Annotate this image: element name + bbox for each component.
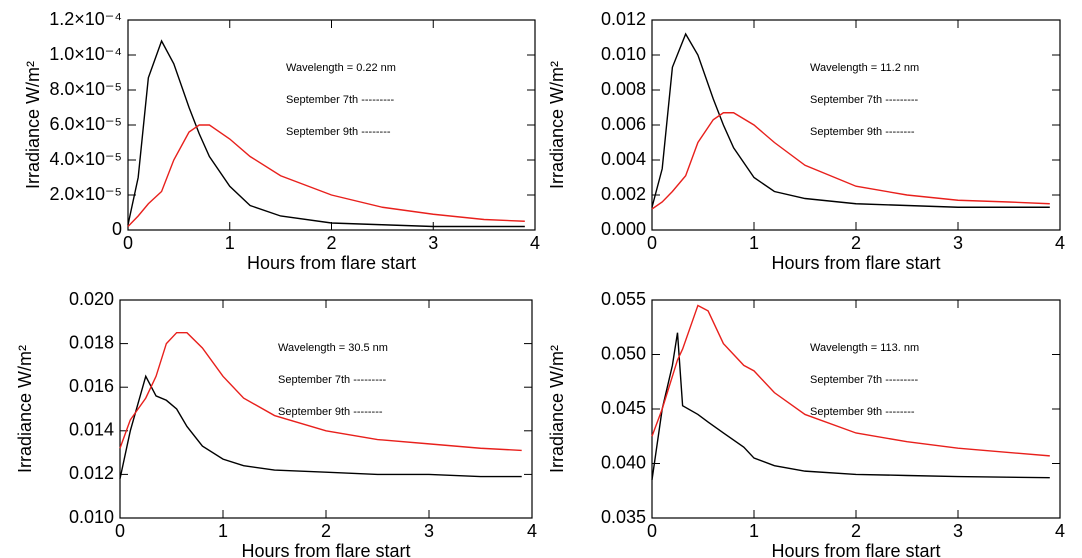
y-tick-label: 6.0×10⁻⁵ xyxy=(49,114,122,134)
y-axis-label: Irradiance W/m² xyxy=(547,345,567,473)
x-tick-label: 4 xyxy=(1055,521,1065,541)
series-line xyxy=(127,39,525,228)
x-tick-label: 2 xyxy=(851,233,861,253)
x-tick-label: 2 xyxy=(851,521,861,541)
panel: 0 2.0×10⁻⁵ 4.0×10⁻⁵ 6.0×10⁻⁵ 8.0×10⁻⁵ 1.0×10⁻… xyxy=(23,9,540,273)
series-line xyxy=(651,304,1050,457)
series-line xyxy=(127,124,525,227)
y-tick-label: 8.0×10⁻⁵ xyxy=(49,79,122,99)
panel: 0.010 0.012 0.014 0.016 0.018 0.020 0 1 2 3 4 Hours… xyxy=(15,289,537,558)
legend-entry: September 9th -------- xyxy=(810,126,915,138)
series-line xyxy=(651,332,1050,480)
annotation: Wavelength = 113. nm xyxy=(810,342,919,354)
y-tick-label: 0.016 xyxy=(69,376,114,396)
y-tick-label: 1.2×10⁻⁴ xyxy=(49,9,122,29)
x-tick-label: 3 xyxy=(953,521,963,541)
legend-entry: September 7th --------- xyxy=(810,94,919,106)
annotation: Wavelength = 0.22 nm xyxy=(286,62,396,74)
series-line xyxy=(651,112,1050,210)
y-tick-label: 0.012 xyxy=(69,463,114,483)
legend-entry: September 9th -------- xyxy=(810,406,915,418)
y-tick-label: 0.040 xyxy=(601,452,646,472)
y-tick-label: 0.010 xyxy=(601,44,646,64)
y-axis-label: Irradiance W/m² xyxy=(15,345,35,473)
x-tick-label: 3 xyxy=(953,233,963,253)
y-tick-label: 0.035 xyxy=(601,507,646,527)
y-tick-label: 0.006 xyxy=(601,114,646,134)
legend-entry: September 7th --------- xyxy=(810,374,919,386)
x-tick-label: 2 xyxy=(321,521,331,541)
x-tick-label: 3 xyxy=(428,233,438,253)
x-tick-label: 1 xyxy=(749,233,759,253)
x-tick-label: 4 xyxy=(527,521,537,541)
x-axis-label: Hours from flare start xyxy=(247,253,416,273)
series-line xyxy=(119,374,522,479)
series-line xyxy=(651,32,1050,208)
y-axis-label: Irradiance W/m² xyxy=(23,61,43,189)
annotation: Wavelength = 30.5 nm xyxy=(278,342,388,354)
y-axis-label: Irradiance W/m² xyxy=(547,61,567,189)
x-tick-label: 1 xyxy=(225,233,235,253)
y-tick-label: 0.008 xyxy=(601,79,646,99)
x-tick-label: 0 xyxy=(647,233,657,253)
x-tick-label: 1 xyxy=(749,521,759,541)
x-tick-label: 2 xyxy=(326,233,336,253)
y-tick-label: 0.018 xyxy=(69,332,114,352)
legend-entry: September 7th --------- xyxy=(278,374,387,386)
x-tick-label: 0 xyxy=(115,521,125,541)
y-tick-label: 0.000 xyxy=(601,219,646,239)
y-tick-label: 0 xyxy=(112,219,122,239)
x-axis-label: Hours from flare start xyxy=(771,541,940,558)
x-axis-label: Hours from flare start xyxy=(241,541,410,558)
x-tick-label: 4 xyxy=(530,233,540,253)
x-tick-label: 3 xyxy=(424,521,434,541)
x-tick-label: 4 xyxy=(1055,233,1065,253)
y-tick-label: 1.0×10⁻⁴ xyxy=(49,44,122,64)
x-tick-label: 0 xyxy=(647,521,657,541)
y-tick-label: 0.010 xyxy=(69,507,114,527)
y-tick-label: 0.020 xyxy=(69,289,114,309)
x-tick-label: 1 xyxy=(218,521,228,541)
y-tick-label: 2.0×10⁻⁵ xyxy=(49,184,122,204)
y-tick-label: 0.012 xyxy=(601,9,646,29)
x-axis-label: Hours from flare start xyxy=(771,253,940,273)
legend-entry: September 7th --------- xyxy=(286,94,395,106)
legend-entry: September 9th -------- xyxy=(286,126,391,138)
x-tick-label: 0 xyxy=(123,233,133,253)
y-tick-label: 0.004 xyxy=(601,149,646,169)
y-tick-label: 0.055 xyxy=(601,289,646,309)
y-tick-label: 0.014 xyxy=(69,420,114,440)
y-tick-label: 4.0×10⁻⁵ xyxy=(49,149,122,169)
y-tick-label: 0.045 xyxy=(601,398,646,418)
panel: 0.035 0.040 0.045 0.050 0.055 0 1 2 3 4 Hours from… xyxy=(547,289,1065,558)
series-line xyxy=(119,332,522,452)
legend-entry: September 9th -------- xyxy=(278,406,383,418)
panel: 0.000 0.002 0.004 0.006 0.008 0.010 0.012 0 1 2 3 4… xyxy=(547,9,1065,273)
y-tick-label: 0.050 xyxy=(601,343,646,363)
y-tick-label: 0.002 xyxy=(601,184,646,204)
annotation: Wavelength = 11.2 nm xyxy=(810,62,919,74)
